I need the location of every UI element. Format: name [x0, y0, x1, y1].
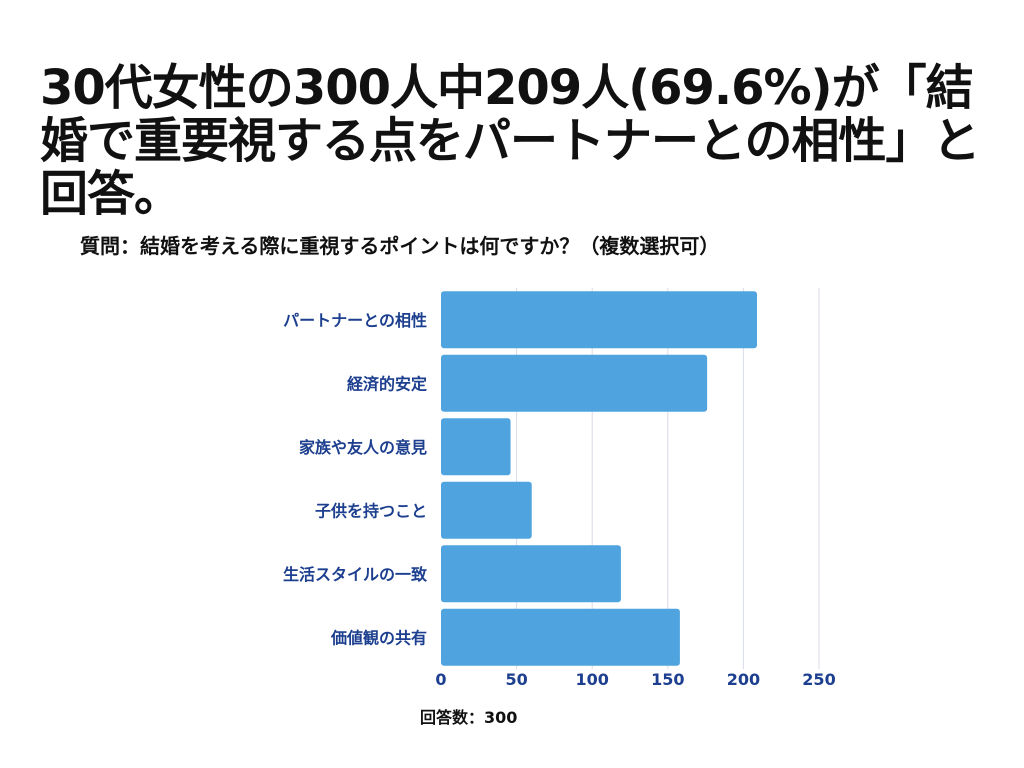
bar-1 [441, 354, 708, 412]
tick-layer: 0 50 100 150 200 250 [435, 670, 835, 689]
chart-title: 30代女性の300人中209人(69.6%)が「結婚で重要視する点をパートナーと… [40, 60, 981, 222]
bar-4 [441, 545, 621, 603]
x-tick-label-2: 100 [575, 670, 608, 689]
category-label-5: 価値観の共有 [330, 628, 427, 647]
x-tick-label-0: 0 [435, 670, 446, 689]
grid-layer [516, 288, 820, 669]
response-count: 回答数：300 [420, 708, 518, 727]
x-tick-label-4: 200 [727, 670, 760, 689]
x-tick-label-1: 50 [505, 670, 527, 689]
bar-0 [441, 291, 758, 349]
x-tick-label-3: 150 [651, 670, 684, 689]
category-label-2: 家族や友人の意見 [299, 438, 427, 457]
bar-chart-container: パートナーとの相性経済的安定家族や友人の意見子供を持つこと生活スタイルの一致価値… [0, 280, 1024, 730]
bar-layer [441, 291, 758, 666]
category-label-0: パートナーとの相性 [283, 311, 427, 330]
label-layer: パートナーとの相性経済的安定家族や友人の意見子供を持つこと生活スタイルの一致価値… [283, 311, 428, 648]
bar-3 [441, 481, 532, 539]
category-label-3: 子供を持つこと [315, 501, 427, 520]
bar-5 [441, 608, 680, 666]
category-label-1: 経済的安定 [347, 374, 427, 393]
bar-chart: パートナーとの相性経済的安定家族や友人の意見子供を持つこと生活スタイルの一致価値… [283, 288, 836, 689]
bar-2 [441, 418, 511, 476]
x-tick-label-5: 250 [802, 670, 835, 689]
question-subtitle: 質問：結婚を考える際に重視するポイントは何ですか？（複数選択可） [80, 234, 720, 258]
category-label-4: 生活スタイルの一致 [283, 565, 428, 584]
